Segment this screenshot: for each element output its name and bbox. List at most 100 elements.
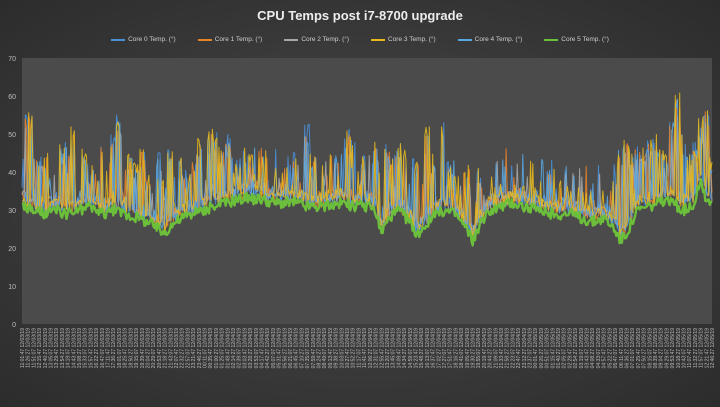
x-tick-label: 02:39:07 12/04/19 [237, 328, 243, 369]
x-tick-label: 18:41:07 12/04/19 [459, 328, 465, 369]
x-tick-label: 05:22:27 12/05/19 [607, 328, 613, 369]
y-tick-label: 0 [12, 322, 16, 329]
x-tick-label: 04:17:47 12/04/19 [260, 328, 266, 369]
x-tick-label: 12:55:47 12/04/19 [379, 328, 385, 369]
legend-item: Core 0 Temp. (°) [111, 36, 176, 43]
x-tick-label: 13:20:27 12/04/19 [385, 328, 391, 369]
x-tick-label: 23:12:27 12/04/19 [522, 328, 528, 369]
x-tick-label: 23:21:47 12/03/19 [191, 328, 197, 369]
x-tick-label: 08:49:07 12/04/19 [322, 328, 328, 369]
x-tick-label: 11:07:47 12/05/19 [687, 328, 693, 368]
x-tick-label: 11:51:07 12/03/19 [31, 328, 37, 368]
x-tick-label: 05:07:07 12/04/19 [271, 328, 277, 369]
x-tick-label: 03:28:27 12/04/19 [248, 328, 254, 369]
x-tick-label: 19:55:07 12/04/19 [476, 328, 482, 369]
y-tick-label: 40 [8, 170, 16, 177]
x-tick-label: 11:57:07 12/05/19 [699, 328, 705, 368]
x-tick-label: 09:53:47 12/05/19 [670, 328, 676, 369]
x-tick-label: 18:50:27 12/03/19 [128, 328, 134, 369]
x-tick-label: 22:07:47 12/03/19 [174, 328, 180, 369]
x-tick-label: 19:05:47 12/04/19 [465, 328, 471, 369]
x-tick-label: 15:57:47 12/03/19 [88, 328, 94, 369]
legend-swatch [371, 38, 385, 41]
x-tick-label: 01:25:07 12/04/19 [220, 328, 226, 369]
x-tick-label: 02:05:07 12/05/19 [562, 328, 568, 369]
x-tick-label: 03:43:47 12/05/19 [585, 328, 591, 369]
x-tick-label: 11:26:27 12/03/19 [26, 328, 32, 368]
x-tick-label: 21:09:07 12/04/19 [493, 328, 499, 369]
series-line-5 [21, 177, 713, 247]
x-tick-label: 12:21:47 12/05/19 [704, 328, 710, 369]
x-tick-label: 13:54:27 12/03/19 [60, 328, 66, 369]
x-tick-label: 06:21:07 12/04/19 [288, 328, 294, 369]
x-tick-label: 05:31:47 12/04/19 [277, 328, 283, 369]
x-tick-label: 21:58:27 12/04/19 [505, 328, 511, 369]
x-tick-label: 18:16:27 12/04/19 [453, 328, 459, 369]
x-tick-label: 21:43:07 12/03/19 [168, 328, 174, 369]
x-tick-label: 20:19:47 12/04/19 [482, 328, 488, 369]
series-line-3 [21, 92, 713, 238]
x-tick-label: 16:47:07 12/03/19 [100, 328, 106, 369]
y-tick-label: 30 [8, 208, 16, 215]
x-tick-label: 15:08:27 12/03/19 [77, 328, 83, 369]
legend-swatch [544, 38, 559, 41]
x-tick-label: 17:02:27 12/04/19 [436, 328, 442, 369]
x-tick-label: 01:00:27 12/04/19 [214, 328, 220, 369]
x-tick-label: 07:59:47 12/04/19 [311, 328, 317, 369]
x-tick-label: 00:01:47 12/05/19 [533, 328, 539, 369]
x-tick-label: 08:15:07 12/05/19 [647, 328, 653, 369]
x-tick-label: 16:13:07 12/04/19 [425, 328, 431, 369]
x-tick-label: 14:09:47 12/04/19 [396, 328, 402, 369]
x-tick-label: 20:53:47 12/03/19 [157, 328, 163, 369]
legend-label: Core 2 Temp. (°) [301, 36, 349, 43]
x-tick-label: 07:01:07 12/05/19 [630, 328, 636, 369]
x-tick-label: 08:24:27 12/04/19 [317, 328, 323, 369]
x-tick-label: 14:59:07 12/04/19 [408, 328, 414, 369]
legend-item: Core 5 Temp. (°) [544, 36, 609, 43]
x-tick-label: 09:38:27 12/04/19 [334, 328, 340, 369]
x-tick-label: 16:37:47 12/04/19 [431, 328, 437, 369]
x-tick-label: 06:45:47 12/04/19 [294, 328, 300, 369]
x-tick-label: 03:53:07 12/04/19 [254, 328, 260, 369]
x-tick-label: 07:10:27 12/04/19 [299, 328, 305, 369]
legend-swatch [284, 38, 299, 41]
x-tick-label: 04:33:07 12/05/19 [596, 328, 602, 369]
legend-label: Core 1 Temp. (°) [214, 36, 263, 43]
x-tick-label: 02:29:47 12/05/19 [567, 328, 573, 369]
x-tick-label: 17:51:47 12/04/19 [448, 328, 454, 369]
x-tick-label: 06:36:27 12/05/19 [624, 328, 630, 369]
x-tick-label: 22:47:47 12/04/19 [516, 328, 522, 369]
y-tick-label: 60 [8, 94, 16, 101]
x-tick-label: 10:52:27 12/04/19 [351, 328, 357, 369]
x-tick-label: 12:46:27 12/05/19 [710, 328, 716, 369]
x-tick-label: 23:37:07 12/04/19 [528, 328, 534, 369]
legend-swatch [111, 38, 126, 41]
x-tick-label: 15:33:07 12/03/19 [83, 328, 89, 369]
x-tick-label: 09:13:47 12/04/19 [328, 328, 334, 369]
x-tick-label: 07:25:47 12/05/19 [636, 328, 642, 369]
x-tick-label: 07:35:07 12/04/19 [305, 328, 311, 369]
x-tick-label: 18:01:07 12/03/19 [117, 328, 123, 369]
series-line-2 [21, 115, 713, 236]
x-tick-label: 04:42:27 12/04/19 [265, 328, 271, 369]
x-tick-label: 09:29:07 12/05/19 [664, 328, 670, 369]
x-tick-label: 16:22:27 12/03/19 [94, 328, 100, 369]
x-tick-label: 10:18:27 12/05/19 [676, 328, 682, 369]
x-tick-label: 15:23:47 12/04/19 [413, 328, 419, 369]
x-tick-label: 19:15:07 12/03/19 [134, 328, 140, 369]
x-tick-label: 13:45:07 12/04/19 [391, 328, 397, 369]
legend-swatch [457, 38, 472, 41]
x-tick-label: 20:04:27 12/03/19 [145, 328, 151, 369]
x-tick-label: 17:11:47 12/03/19 [106, 328, 112, 368]
y-tick-label: 50 [8, 132, 16, 139]
x-tick-label: 00:26:27 12/05/19 [539, 328, 545, 369]
x-tick-label: 03:19:07 12/05/19 [579, 328, 585, 369]
x-tick-label: 23:46:27 12/03/19 [197, 328, 203, 369]
x-tick-label: 11:32:27 12/05/19 [693, 328, 699, 368]
legend-item: Core 1 Temp. (°) [197, 36, 263, 43]
x-tick-label: 12:31:07 12/04/19 [374, 328, 380, 369]
legend-item: Core 2 Temp. (°) [284, 36, 349, 43]
x-tick-label: 06:11:47 12/05/19 [619, 328, 625, 368]
legend-item: Core 3 Temp. (°) [371, 36, 436, 43]
